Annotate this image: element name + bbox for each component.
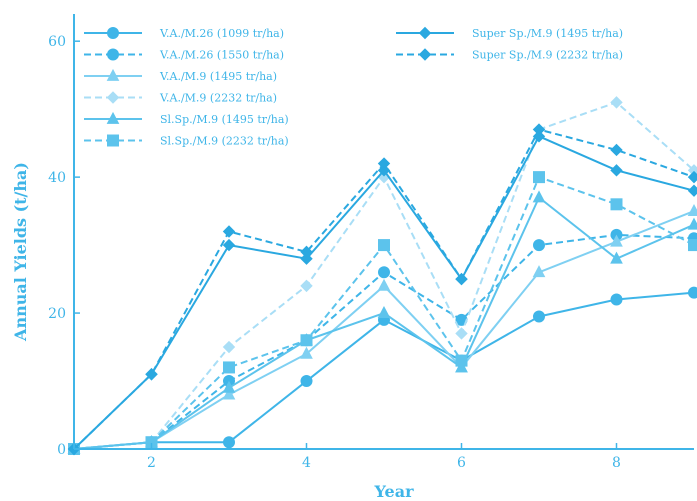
- data-point: [689, 205, 697, 215]
- legend-item: V.A./M.26 (1550 tr/ha): [84, 49, 284, 62]
- y-axis-title: Annual Yields (t/ha): [11, 162, 30, 342]
- data-point: [224, 342, 235, 353]
- legend-item: V.A./M.9 (1495 tr/ha): [84, 70, 277, 83]
- data-point: [611, 97, 622, 108]
- data-point: [420, 28, 431, 39]
- x-tick-label: 4: [302, 455, 311, 471]
- series-group: [69, 97, 697, 455]
- data-point: [611, 294, 622, 305]
- data-point: [456, 328, 467, 339]
- data-point: [301, 376, 312, 387]
- ticks-group: 0 20 40 60 2 4 6 8: [48, 34, 621, 471]
- data-point: [301, 335, 312, 346]
- data-point: [379, 280, 390, 290]
- legend-item: V.A./M.9 (2232 tr/ha): [84, 92, 277, 105]
- data-point: [301, 280, 312, 291]
- legend-item: Sl.Sp./M.9 (2232 tr/ha): [84, 135, 289, 148]
- data-point: [224, 240, 235, 251]
- legend-label: V.A./M.26 (1550 tr/ha): [159, 49, 284, 62]
- data-point: [534, 191, 545, 201]
- x-axis-title: Year: [373, 482, 414, 501]
- y-tick-label: 20: [48, 306, 66, 322]
- legend-label: V.A./M.9 (1495 tr/ha): [159, 70, 277, 83]
- legend-label: Sl.Sp./M.9 (1495 tr/ha): [160, 113, 289, 126]
- data-point: [456, 355, 467, 366]
- data-point: [379, 267, 390, 278]
- data-point: [108, 28, 119, 39]
- data-point: [689, 172, 697, 183]
- data-point: [224, 226, 235, 237]
- data-point: [689, 240, 697, 251]
- y-tick-label: 40: [48, 170, 66, 186]
- legend-item: V.A./M.26 (1099 tr/ha): [84, 27, 284, 40]
- data-point: [379, 307, 390, 317]
- x-tick-label: 8: [612, 455, 621, 471]
- legend-item: Super Sp./M.9 (2232 tr/ha): [396, 49, 623, 62]
- y-tick-label: 60: [48, 34, 66, 50]
- data-point: [108, 92, 119, 103]
- legend-label: Super Sp./M.9 (1495 tr/ha): [472, 27, 623, 40]
- legend-item: Sl.Sp./M.9 (1495 tr/ha): [84, 113, 289, 126]
- data-point: [611, 165, 622, 176]
- x-tick-label: 2: [147, 455, 156, 471]
- legend-label: Sl.Sp./M.9 (2232 tr/ha): [160, 135, 289, 148]
- data-point: [689, 287, 697, 298]
- y-tick-label: 0: [57, 442, 66, 458]
- data-point: [224, 362, 235, 373]
- data-point: [224, 437, 235, 448]
- data-point: [534, 172, 545, 183]
- series-2: [69, 229, 697, 454]
- data-point: [534, 240, 545, 251]
- data-point: [534, 124, 545, 135]
- legend-label: V.A./M.9 (2232 tr/ha): [159, 92, 277, 105]
- legend-item: Super Sp./M.9 (1495 tr/ha): [396, 27, 623, 40]
- data-point: [379, 240, 390, 251]
- data-point: [611, 144, 622, 155]
- data-point: [420, 49, 431, 60]
- data-point: [611, 199, 622, 210]
- data-point: [534, 311, 545, 322]
- data-point: [689, 185, 697, 196]
- data-point: [689, 219, 697, 229]
- legend-label: Super Sp./M.9 (2232 tr/ha): [472, 49, 623, 62]
- data-point: [108, 49, 119, 60]
- x-tick-label: 6: [457, 455, 466, 471]
- data-point: [108, 135, 119, 146]
- legend-label: V.A./M.26 (1099 tr/ha): [159, 27, 284, 40]
